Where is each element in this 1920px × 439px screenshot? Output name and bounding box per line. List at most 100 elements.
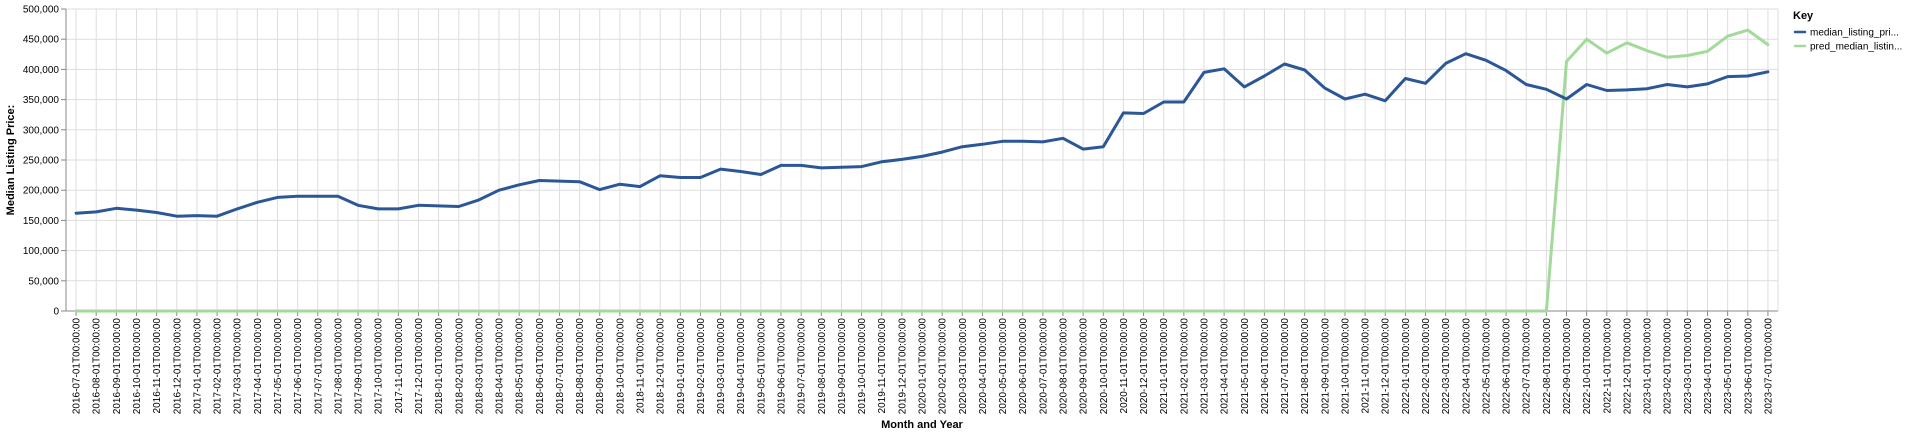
x-tick-label: 2017-06-01T00:00:00 [293,318,304,415]
x-tick-label: 2017-02-01T00:00:00 [213,318,224,415]
x-tick-label: 2016-10-01T00:00:00 [132,318,143,415]
x-tick-label: 2018-06-01T00:00:00 [535,318,546,415]
x-tick-label: 2022-08-01T00:00:00 [1542,318,1553,415]
x-tick-label: 2022-09-01T00:00:00 [1562,318,1573,415]
legend-title: Key [1793,10,1814,22]
x-tick-label: 2018-08-01T00:00:00 [575,318,586,415]
x-tick-label: 2019-12-01T00:00:00 [897,318,908,415]
x-tick-label: 2020-04-01T00:00:00 [978,318,989,415]
y-tick-label: 500,000 [23,5,60,16]
series-line-median-listing-pri [74,52,1770,218]
x-tick-label: 2022-04-01T00:00:00 [1461,318,1472,415]
x-tick-label: 2022-07-01T00:00:00 [1522,318,1533,415]
x-tick-label: 2018-12-01T00:00:00 [656,318,667,415]
x-tick-label: 2022-01-01T00:00:00 [1401,318,1412,415]
y-tick-label: 250,000 [23,156,60,167]
x-tick-label: 2020-11-01T00:00:00 [1119,318,1130,414]
x-tick-label: 2023-02-01T00:00:00 [1663,318,1674,415]
y-tick-label: 450,000 [23,35,60,46]
x-tick-label: 2018-01-01T00:00:00 [434,318,445,415]
x-tick-label: 2021-08-01T00:00:00 [1300,318,1311,415]
x-tick-label: 2021-02-01T00:00:00 [1179,318,1190,415]
x-tick-label: 2017-01-01T00:00:00 [192,318,203,415]
x-tick-label: 2020-01-01T00:00:00 [918,318,929,415]
x-tick-label: 2022-10-01T00:00:00 [1582,318,1593,415]
x-tick-label: 2017-07-01T00:00:00 [313,318,324,415]
x-tick-label: 2018-05-01T00:00:00 [515,318,526,415]
x-tick-label: 2018-07-01T00:00:00 [555,318,566,415]
x-tick-label: 2023-06-01T00:00:00 [1743,318,1754,415]
x-tick-label: 2020-03-01T00:00:00 [958,318,969,415]
x-tick-label: 2018-02-01T00:00:00 [454,318,465,415]
x-tick-label: 2022-11-01T00:00:00 [1602,318,1613,414]
x-tick-label: 2021-11-01T00:00:00 [1361,318,1372,414]
legend-label: median_listing_pri... [1810,28,1899,39]
x-tick-label: 2021-09-01T00:00:00 [1320,318,1331,415]
x-tick-label: 2019-01-01T00:00:00 [676,318,687,415]
x-tick-label: 2017-05-01T00:00:00 [273,318,284,415]
x-tick-label: 2019-09-01T00:00:00 [837,318,848,415]
x-tick-label: 2021-12-01T00:00:00 [1381,318,1392,415]
x-tick-label: 2020-09-01T00:00:00 [1079,318,1090,415]
x-tick-label: 2021-01-01T00:00:00 [1159,318,1170,415]
y-tick-label: 300,000 [23,125,60,136]
x-tick-label: 2020-02-01T00:00:00 [938,318,949,415]
x-tick-label: 2022-12-01T00:00:00 [1622,318,1633,415]
x-tick-label: 2016-07-01T00:00:00 [72,318,83,415]
x-tick-label: 2018-03-01T00:00:00 [474,318,485,415]
x-tick-label: 2021-06-01T00:00:00 [1260,318,1271,415]
x-tick-label: 2019-05-01T00:00:00 [756,318,767,415]
x-tick-label: 2016-11-01T00:00:00 [152,318,163,414]
x-tick-label: 2016-09-01T00:00:00 [112,318,123,415]
series-lines [74,28,1770,313]
y-tick-label: 350,000 [23,95,60,106]
x-tick-label: 2017-11-01T00:00:00 [394,318,405,414]
x-tick-label: 2023-01-01T00:00:00 [1643,318,1654,415]
y-tick-label: 0 [53,307,59,318]
x-tick-label: 2020-06-01T00:00:00 [1018,318,1029,415]
x-tick-label: 2020-07-01T00:00:00 [1038,318,1049,415]
x-tick-label: 2016-12-01T00:00:00 [172,318,183,415]
x-tick-label: 2018-10-01T00:00:00 [615,318,626,415]
x-tick-label: 2023-04-01T00:00:00 [1703,318,1714,415]
axes: 0 50,000 100,000 150,000 200,000 250,000 300,0… [23,5,1778,415]
x-tick-label: 2021-04-01T00:00:00 [1220,318,1231,415]
x-tick-label: 2021-03-01T00:00:00 [1199,318,1210,415]
x-tick-label: 2018-11-01T00:00:00 [636,318,647,414]
legend: Key median_listing_pri... pred_median_lis… [1793,10,1902,53]
x-tick-label: 2023-05-01T00:00:00 [1723,318,1734,415]
x-tick-label: 2017-09-01T00:00:00 [354,318,365,415]
legend-label: pred_median_listin... [1810,42,1902,53]
grid [66,8,1779,312]
x-tick-label: 2019-03-01T00:00:00 [716,318,727,415]
y-tick-label: 50,000 [28,276,59,287]
x-tick-label: 2019-11-01T00:00:00 [877,318,888,414]
y-tick-label: 150,000 [23,216,60,227]
series-line-pred-median-listin [74,28,1770,313]
y-tick-label: 200,000 [23,186,60,197]
x-tick-label: 2017-10-01T00:00:00 [374,318,385,415]
x-tick-label: 2019-06-01T00:00:00 [777,318,788,415]
x-tick-label: 2020-05-01T00:00:00 [998,318,1009,415]
x-tick-label: 2022-05-01T00:00:00 [1481,318,1492,415]
x-tick-label: 2016-08-01T00:00:00 [92,318,103,415]
x-tick-label: 2017-04-01T00:00:00 [253,318,264,415]
x-tick-label: 2018-04-01T00:00:00 [495,318,506,415]
legend-items: median_listing_pri... pred_median_listin.… [1793,28,1902,53]
x-tick-label: 2017-03-01T00:00:00 [233,318,244,415]
x-tick-label: 2021-07-01T00:00:00 [1280,318,1291,415]
y-tick-label: 400,000 [23,65,60,76]
x-tick-label: 2021-05-01T00:00:00 [1240,318,1251,415]
x-tick-label: 2018-09-01T00:00:00 [595,318,606,415]
x-tick-label: 2019-07-01T00:00:00 [797,318,808,415]
x-tick-label: 2020-12-01T00:00:00 [1139,318,1150,415]
x-tick-label: 2023-03-01T00:00:00 [1683,318,1694,415]
x-tick-label: 2020-10-01T00:00:00 [1099,318,1110,415]
y-axis-title: Median Listing Price: [5,105,17,216]
x-tick-label: 2023-07-01T00:00:00 [1763,318,1774,415]
y-tick-label: 100,000 [23,246,60,257]
x-tick-label: 2022-03-01T00:00:00 [1441,318,1452,415]
x-tick-label: 2017-12-01T00:00:00 [414,318,425,415]
